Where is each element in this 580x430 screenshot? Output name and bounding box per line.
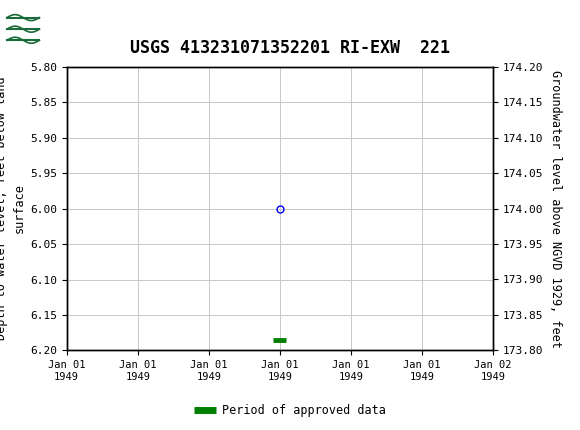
Text: USGS 413231071352201 RI-EXW  221: USGS 413231071352201 RI-EXW 221 [130,39,450,57]
Y-axis label: Groundwater level above NGVD 1929, feet: Groundwater level above NGVD 1929, feet [549,70,562,347]
Y-axis label: Depth to water level, feet below land
surface: Depth to water level, feet below land su… [0,77,26,341]
Bar [5,6,42,44]
Legend: Period of approved data: Period of approved data [190,399,390,422]
Text: USGS: USGS [49,13,122,37]
